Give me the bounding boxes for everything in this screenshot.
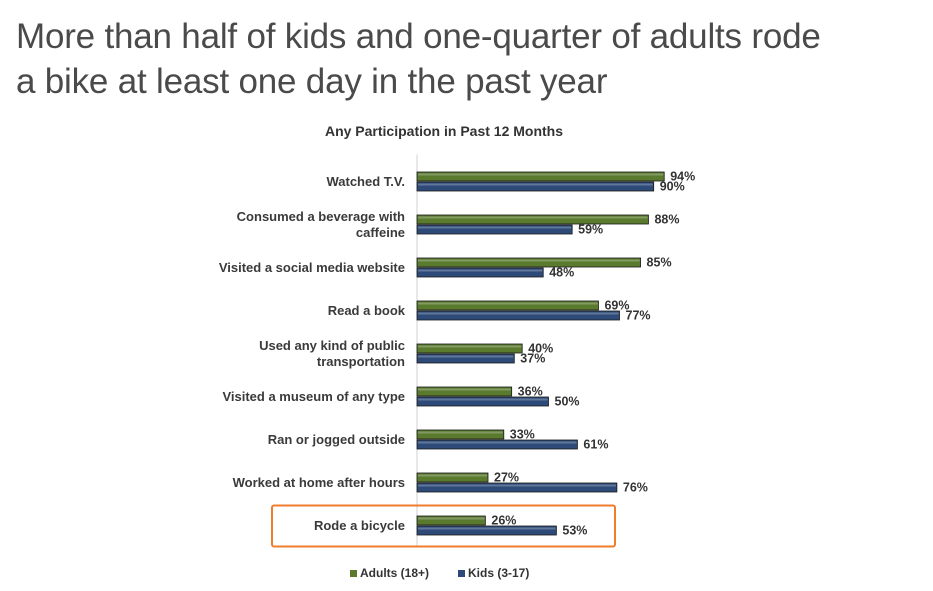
category-label: Visited a social media website — [219, 260, 405, 275]
bar-kids — [416, 267, 544, 278]
bar-adults — [416, 300, 599, 311]
category-label: Read a book — [328, 303, 406, 318]
value-label: 77% — [626, 309, 651, 323]
bar-sheen — [418, 398, 548, 401]
value-label: 85% — [647, 256, 672, 270]
bar-adults — [416, 214, 649, 225]
bar-sheen — [418, 183, 653, 186]
bar-kids — [416, 525, 557, 536]
category-label: Worked at home after hours — [233, 475, 405, 490]
value-label: 59% — [578, 223, 603, 237]
value-label: 69% — [604, 299, 629, 313]
bar-sheen — [418, 431, 503, 434]
bar-adults — [416, 257, 641, 268]
bar-sheen — [418, 388, 511, 391]
bar-kids — [416, 224, 573, 235]
bar-adults — [416, 386, 513, 397]
legend-swatch-kids — [458, 570, 465, 577]
bar-kids — [416, 310, 620, 321]
bar-kids — [416, 439, 578, 450]
bar-sheen — [418, 312, 619, 315]
bar-sheen — [418, 216, 648, 219]
bar-kids — [416, 482, 618, 493]
value-label: 88% — [654, 213, 679, 227]
value-label: 48% — [549, 266, 574, 280]
bar-sheen — [418, 484, 616, 487]
bar-adults — [416, 343, 523, 354]
bar-sheen — [418, 441, 577, 444]
bar-adults — [416, 472, 489, 483]
bar-sheen — [418, 474, 488, 477]
category-label: Watched T.V. — [326, 174, 405, 189]
value-label: 90% — [660, 180, 685, 194]
headline-line-1: More than half of kids and one-quarter o… — [16, 17, 821, 56]
value-label: 50% — [555, 395, 580, 409]
value-label: 61% — [583, 438, 608, 452]
plot-area: Watched T.V. 94%90% Consumed a beverage wi… — [219, 154, 695, 548]
legend-label: Adults (18+) — [360, 566, 429, 580]
category-label: Used any kind of public transportation — [259, 338, 405, 369]
bar-sheen — [418, 302, 598, 305]
value-label: 37% — [520, 352, 545, 366]
value-label: 33% — [510, 428, 535, 442]
category-label: Visited a museum of any type — [222, 389, 405, 404]
category-label: Consumed a beverage with caffeine — [237, 209, 405, 240]
bar-kids — [416, 353, 515, 364]
legend-label: Kids (3-17) — [468, 566, 529, 580]
bar-sheen — [418, 269, 543, 272]
bar-sheen — [418, 173, 664, 176]
legend-swatch-adults — [350, 570, 357, 577]
bar-kids — [416, 181, 655, 192]
bar-sheen — [418, 259, 640, 262]
value-label: 40% — [528, 342, 553, 356]
bar-sheen — [418, 226, 572, 229]
bar-sheen — [418, 527, 556, 530]
value-label: 76% — [623, 481, 648, 495]
chart-title: Any Participation in Past 12 Months — [325, 123, 563, 139]
highlight-box — [271, 504, 616, 548]
bar-sheen — [418, 345, 522, 348]
category-label: Rode a bicycle — [314, 518, 405, 533]
chart-legend: Adults (18+) Kids (3-17) — [350, 566, 529, 580]
slide-headline: More than half of kids and one-quarter o… — [16, 14, 916, 104]
bar-kids — [416, 396, 549, 407]
category-label: Ran or jogged outside — [268, 432, 405, 447]
bar-adults — [416, 171, 665, 182]
headline-line-2: a bike at least one day in the past year — [16, 62, 608, 101]
bar-sheen — [418, 517, 485, 520]
value-label: 26% — [491, 514, 516, 528]
value-label: 53% — [562, 524, 587, 538]
bar-adults — [416, 515, 486, 526]
bar-adults — [416, 429, 505, 440]
bar-sheen — [418, 355, 514, 358]
value-label: 36% — [518, 385, 543, 399]
value-label: 27% — [494, 471, 519, 485]
value-label: 94% — [670, 170, 695, 184]
